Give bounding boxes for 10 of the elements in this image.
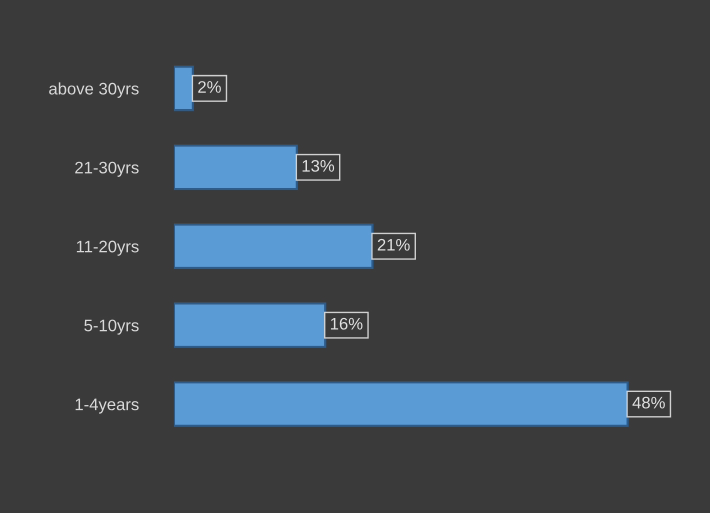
y-tick-label: 11-20yrs <box>76 240 139 256</box>
data-label: 48% <box>632 396 665 409</box>
y-tick-label: 1-4years <box>76 398 139 414</box>
y-tick-label: 5-10yrs <box>84 320 139 335</box>
data-label: 13% <box>302 160 334 172</box>
data-label: 16% <box>330 318 362 330</box>
data-label: 21% <box>378 238 410 251</box>
y-tick-label: 21-30yrs <box>75 162 139 177</box>
y-tick-label: above 30yrs <box>49 82 139 98</box>
data-label: 2% <box>198 81 221 93</box>
